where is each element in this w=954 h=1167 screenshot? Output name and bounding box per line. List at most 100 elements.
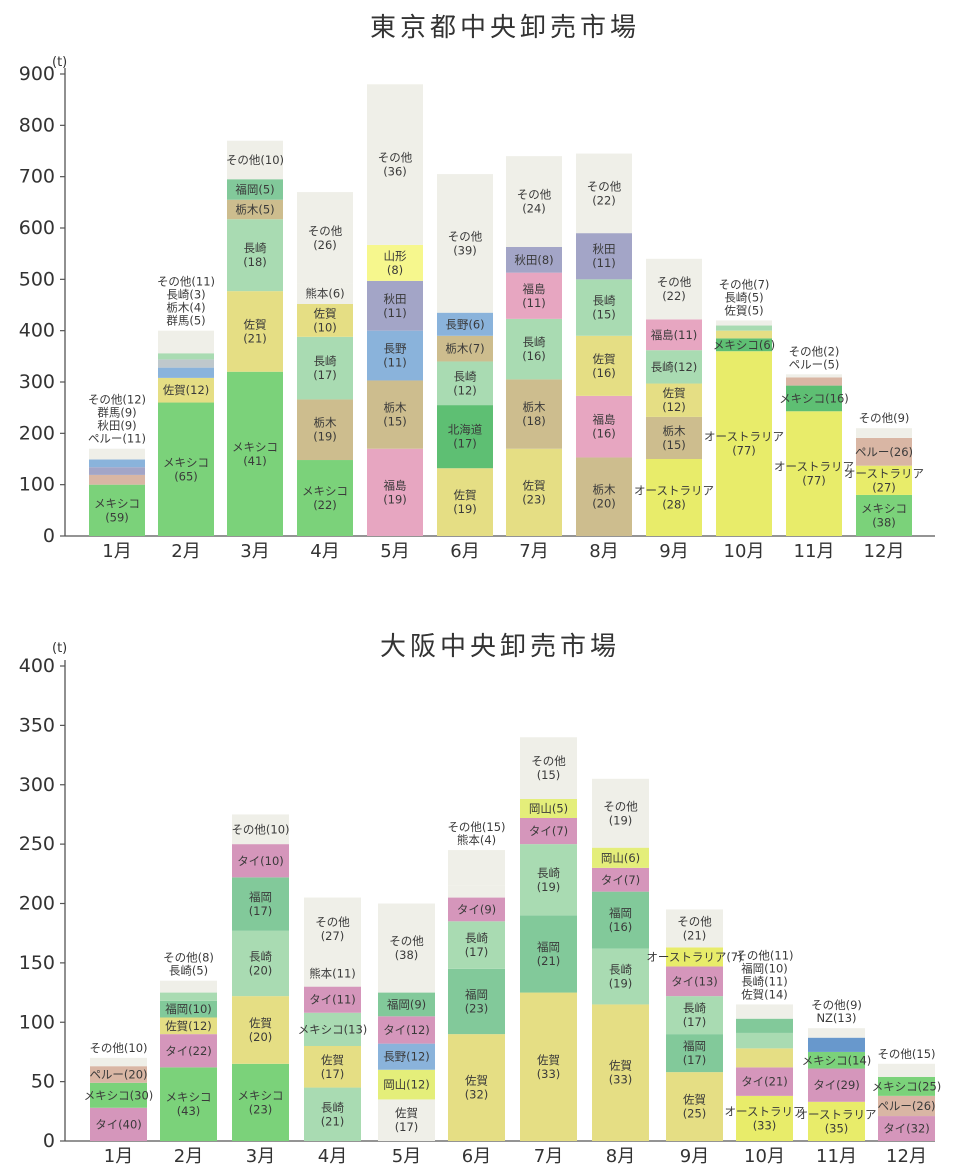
segment-label: (15)	[592, 308, 616, 322]
segment-label: ペルー(5)	[789, 357, 840, 371]
segment-label: 長野(6)	[445, 317, 484, 331]
bar-segment	[304, 897, 361, 961]
segment-label: 佐賀	[523, 478, 546, 492]
bar-segment	[576, 457, 632, 536]
segment-label: その他(2)	[789, 344, 840, 358]
segment-label: (19)	[609, 813, 633, 827]
segment-label: (17)	[395, 1120, 419, 1134]
segment-label: その他	[657, 275, 692, 289]
segment-label: 熊本(11)	[309, 967, 356, 981]
segment-label: その他	[603, 799, 638, 813]
bar-segment	[89, 484, 145, 536]
bar-segment	[367, 280, 423, 331]
bar-segment	[448, 885, 505, 898]
segment-label: ペルー(26)	[877, 1099, 935, 1113]
segment-label: その他(10)	[231, 822, 289, 836]
y-tick-label: 700	[19, 166, 55, 188]
segment-label: (22)	[592, 193, 616, 207]
segment-label: 佐賀	[314, 306, 337, 320]
bar-segment	[227, 291, 283, 372]
bar-segment	[89, 467, 145, 475]
segment-label: 福岡(10)	[165, 1002, 212, 1016]
segment-label: (28)	[662, 498, 686, 512]
segment-label: 佐賀(5)	[724, 303, 763, 317]
y-tick-label: 400	[19, 320, 55, 342]
bar-segment	[878, 1095, 935, 1117]
bar-segment	[158, 367, 214, 378]
segment-label: (35)	[825, 1121, 849, 1135]
segment-label: (65)	[174, 469, 198, 483]
bar-segment	[448, 850, 505, 886]
y-tick-label: 800	[19, 114, 55, 136]
bar-segment	[786, 377, 842, 386]
bar-segment	[437, 312, 493, 336]
segment-label: 佐賀	[593, 352, 616, 366]
segment-label: 熊本(6)	[305, 287, 344, 301]
segment-label: (19)	[537, 880, 561, 894]
bar-segment	[856, 465, 912, 495]
bar-segment	[786, 374, 842, 378]
bar-segment	[646, 416, 702, 459]
segment-label: オーストラリア	[774, 460, 854, 474]
segment-label: (15)	[383, 415, 407, 429]
segment-label: 長崎	[454, 369, 477, 383]
segment-label: 長崎	[593, 294, 616, 308]
bar-segment	[576, 335, 632, 396]
x-tick-label: 6月	[450, 541, 479, 562]
bar-segment	[716, 330, 772, 339]
bar-segment	[378, 1099, 435, 1141]
bar-segment	[232, 996, 289, 1064]
bar-segment	[520, 915, 577, 993]
segment-label: (33)	[537, 1067, 561, 1081]
segment-label: (19)	[383, 492, 407, 506]
segment-label: 佐賀	[465, 1074, 488, 1088]
y-tick-label: 50	[31, 1071, 55, 1093]
segment-label: 福岡(5)	[235, 183, 274, 197]
segment-label: (41)	[243, 454, 267, 468]
segment-label: (77)	[732, 444, 756, 458]
bar-segment	[158, 402, 214, 536]
segment-label: メキシコ	[238, 1088, 284, 1102]
bar-segment	[716, 338, 772, 352]
bar-segment	[297, 336, 353, 400]
segment-label: (19)	[453, 502, 477, 516]
bar-segment	[304, 986, 361, 1013]
segment-label: オーストラリア	[634, 484, 714, 498]
bar-segment	[506, 379, 562, 449]
segment-label: (17)	[683, 1053, 707, 1067]
bar-segment	[437, 468, 493, 536]
segment-label: 栃木	[523, 400, 546, 414]
segment-label: その他	[531, 754, 566, 768]
segment-label: (16)	[522, 349, 546, 363]
bar-segment	[158, 359, 214, 368]
segment-label: 秋田	[593, 242, 616, 256]
segment-label: (59)	[105, 510, 129, 524]
bar-segment	[666, 1034, 723, 1073]
bar-segment	[232, 844, 289, 878]
bar-segment	[592, 867, 649, 892]
segment-label: (15)	[662, 438, 686, 452]
segment-label: 長崎(12)	[651, 360, 698, 374]
segment-label: (22)	[313, 498, 337, 512]
segment-label: (33)	[753, 1118, 777, 1132]
segment-label: (19)	[609, 977, 633, 991]
bar-segment	[592, 948, 649, 1005]
segment-label: その他	[517, 188, 552, 202]
segment-label: (24)	[522, 202, 546, 216]
segment-label: (16)	[609, 920, 633, 934]
segment-label: 佐賀(12)	[165, 1019, 212, 1033]
segment-label: (27)	[872, 480, 896, 494]
bar-segment	[437, 405, 493, 469]
segment-label: (21)	[683, 928, 707, 942]
segment-label: (15)	[537, 768, 561, 782]
x-tick-label: 9月	[659, 541, 688, 562]
segment-label: (11)	[522, 296, 546, 310]
x-tick-label: 12月	[864, 541, 905, 562]
x-tick-label: 3月	[240, 541, 269, 562]
segment-label: その他(11)	[735, 948, 793, 962]
segment-label: 佐賀	[321, 1053, 344, 1067]
segment-label: (23)	[465, 1001, 489, 1015]
segment-label: メキシコ	[232, 440, 278, 454]
bar-segment	[506, 272, 562, 319]
segment-label: タイ(22)	[165, 1044, 212, 1058]
